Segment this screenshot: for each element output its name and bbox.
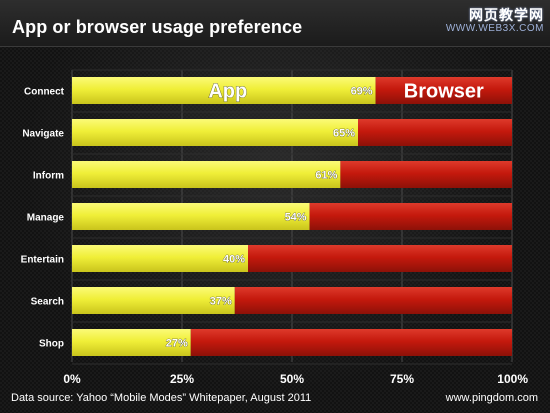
bar-browser-shop (190, 329, 513, 356)
bar-browser-search (234, 287, 513, 314)
category-label-shop: Shop (39, 339, 64, 350)
site-credit: www.pingdom.com (445, 392, 538, 404)
category-label-search: Search (31, 297, 64, 308)
category-label-navigate: Navigate (22, 129, 64, 140)
legend-label-app: App (208, 81, 247, 103)
x-tick-label-100: 100% (497, 372, 528, 386)
category-label-entertain: Entertain (21, 255, 64, 266)
data-label-navigate: 65% (333, 128, 355, 140)
bar-browser-connect (375, 77, 512, 104)
x-tick-label-75: 75% (390, 372, 414, 386)
data-label-entertain: 40% (223, 254, 245, 266)
bar-app-search (72, 287, 235, 314)
bar-app-navigate (72, 119, 358, 146)
x-tick-label-25: 25% (170, 372, 194, 386)
bar-app-entertain (72, 245, 248, 272)
bar-browser-inform (340, 161, 512, 188)
watermark-logo: 网页教学网 WWW.WEB3X.COM (446, 8, 544, 34)
bar-app-inform (72, 161, 341, 188)
data-label-shop: 27% (166, 338, 188, 350)
x-tick-label-50: 50% (280, 372, 304, 386)
watermark-title: 网页教学网 (469, 7, 544, 23)
data-source-note: Data source: Yahoo “Mobile Modes” Whitep… (11, 392, 312, 404)
legend-label-browser: Browser (404, 81, 484, 103)
bar-app-manage (72, 203, 310, 230)
data-label-inform: 61% (315, 170, 337, 182)
chart-title: App or browser usage preference (12, 17, 303, 37)
data-label-search: 37% (210, 296, 232, 308)
data-label-manage: 54% (285, 212, 307, 224)
category-label-inform: Inform (33, 171, 64, 182)
title-band: App or browser usage preference 网页教学网 WW… (0, 0, 550, 47)
category-label-connect: Connect (24, 87, 65, 98)
bar-browser-navigate (358, 119, 512, 146)
bar-app-connect (72, 77, 376, 104)
bar-browser-entertain (248, 245, 512, 272)
bar-browser-manage (309, 203, 512, 230)
data-label-connect: 69% (351, 86, 373, 98)
x-tick-label-0: 0% (63, 372, 81, 386)
bar-app-shop (72, 329, 191, 356)
watermark-url: WWW.WEB3X.COM (445, 23, 544, 34)
category-label-manage: Manage (27, 213, 65, 224)
